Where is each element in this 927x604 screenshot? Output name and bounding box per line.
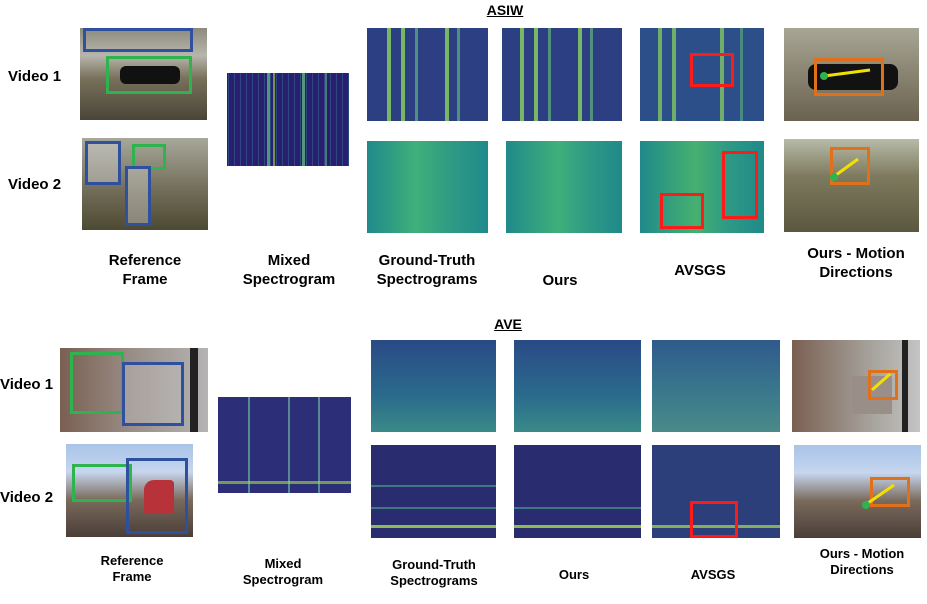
motion-arrow: [871, 372, 891, 392]
pole-shape: [902, 340, 908, 432]
pole-shape: [190, 348, 198, 432]
column-label-motion-directions: Ours - Motion Directions: [819, 546, 905, 578]
ave-video1-ground-truth-spectrogram: [371, 340, 496, 432]
asiw-video1-reference-frame: [80, 28, 207, 120]
asiw-video1-avsgs-spectrogram: [640, 28, 764, 121]
ave-video2-avsgs-spectrogram: [652, 445, 780, 538]
ave-video1-ours-spectrogram: [514, 340, 641, 432]
column-label-ours: Ours: [542, 272, 578, 289]
spectrogram-texture: [502, 28, 622, 121]
highlight-box: [690, 501, 738, 538]
highlight-box: [660, 193, 704, 229]
asiw-video2-ground-truth-spectrogram: [367, 141, 488, 233]
motion-arrow: [862, 483, 895, 509]
truck-shape: [852, 376, 892, 414]
ave-video1-avsgs-spectrogram: [652, 340, 780, 432]
highlight-box: [690, 53, 734, 87]
bounding-box-green: [106, 56, 192, 94]
bounding-box-blue: [122, 362, 184, 426]
spectrogram-texture: [371, 445, 496, 538]
spectrogram-texture: [652, 445, 780, 538]
spectrogram-texture: [514, 445, 641, 538]
spectrogram-texture: [218, 397, 351, 493]
motion-box: [814, 58, 884, 96]
row-label-ave-video1: Video 1: [0, 376, 54, 393]
column-label-ground-truth: Ground-Truth Spectrograms: [390, 557, 478, 589]
bounding-box-blue: [126, 458, 188, 534]
bounding-box-blue: [85, 141, 121, 185]
asiw-video2-avsgs-spectrogram: [640, 141, 764, 233]
asiw-video1-ours-spectrogram: [502, 28, 622, 121]
spectrogram-texture: [640, 28, 764, 121]
column-label-mixed-spectrogram: Mixed Spectrogram: [242, 252, 336, 288]
section-title-asiw: ASIW: [486, 2, 524, 18]
train-shape: [144, 480, 174, 514]
ave-video2-motion-directions: [794, 445, 921, 538]
asiw-mixed-spectrogram: [227, 73, 349, 166]
ave-video1-motion-directions: [792, 340, 920, 432]
motion-box: [830, 147, 870, 185]
bounding-box-green: [70, 352, 124, 414]
asiw-video2-reference-frame: [82, 138, 208, 230]
ave-video1-reference-frame: [60, 348, 208, 432]
bounding-box-green: [72, 464, 132, 502]
highlight-box: [722, 151, 758, 219]
bounding-box-blue: [125, 166, 151, 226]
row-label-ave-video2: Video 2: [0, 489, 54, 506]
column-label-ours: Ours: [558, 567, 590, 582]
car-shape: [120, 66, 180, 84]
column-label-reference-frame: Reference Frame: [108, 252, 182, 288]
asiw-video2-motion-directions: [784, 139, 919, 232]
motion-box: [870, 477, 910, 507]
column-label-mixed-spectrogram: Mixed Spectrogram: [242, 556, 324, 588]
ave-video2-ground-truth-spectrogram: [371, 445, 496, 538]
spectrogram-texture: [367, 28, 488, 121]
column-label-avsgs: AVSGS: [674, 262, 726, 279]
row-label-asiw-video1: Video 1: [8, 68, 62, 85]
section-title-ave: AVE: [494, 316, 522, 332]
ave-mixed-spectrogram: [218, 397, 351, 493]
asiw-video1-motion-directions: [784, 28, 919, 121]
column-label-avsgs: AVSGS: [690, 567, 736, 582]
column-label-ground-truth: Ground-Truth Spectrograms: [376, 252, 478, 288]
motion-box: [868, 370, 898, 400]
asiw-video1-ground-truth-spectrogram: [367, 28, 488, 121]
ave-video2-ours-spectrogram: [514, 445, 641, 538]
row-label-asiw-video2: Video 2: [8, 176, 62, 193]
bounding-box-blue: [83, 28, 193, 52]
asiw-video2-ours-spectrogram: [506, 141, 622, 233]
motion-arrow: [830, 157, 859, 181]
column-label-motion-directions: Ours - Motion Directions: [807, 245, 905, 281]
ave-video2-reference-frame: [66, 444, 193, 537]
column-label-reference-frame: Reference Frame: [100, 553, 164, 585]
spectrogram-texture: [227, 73, 349, 166]
motion-arrow: [820, 68, 871, 80]
